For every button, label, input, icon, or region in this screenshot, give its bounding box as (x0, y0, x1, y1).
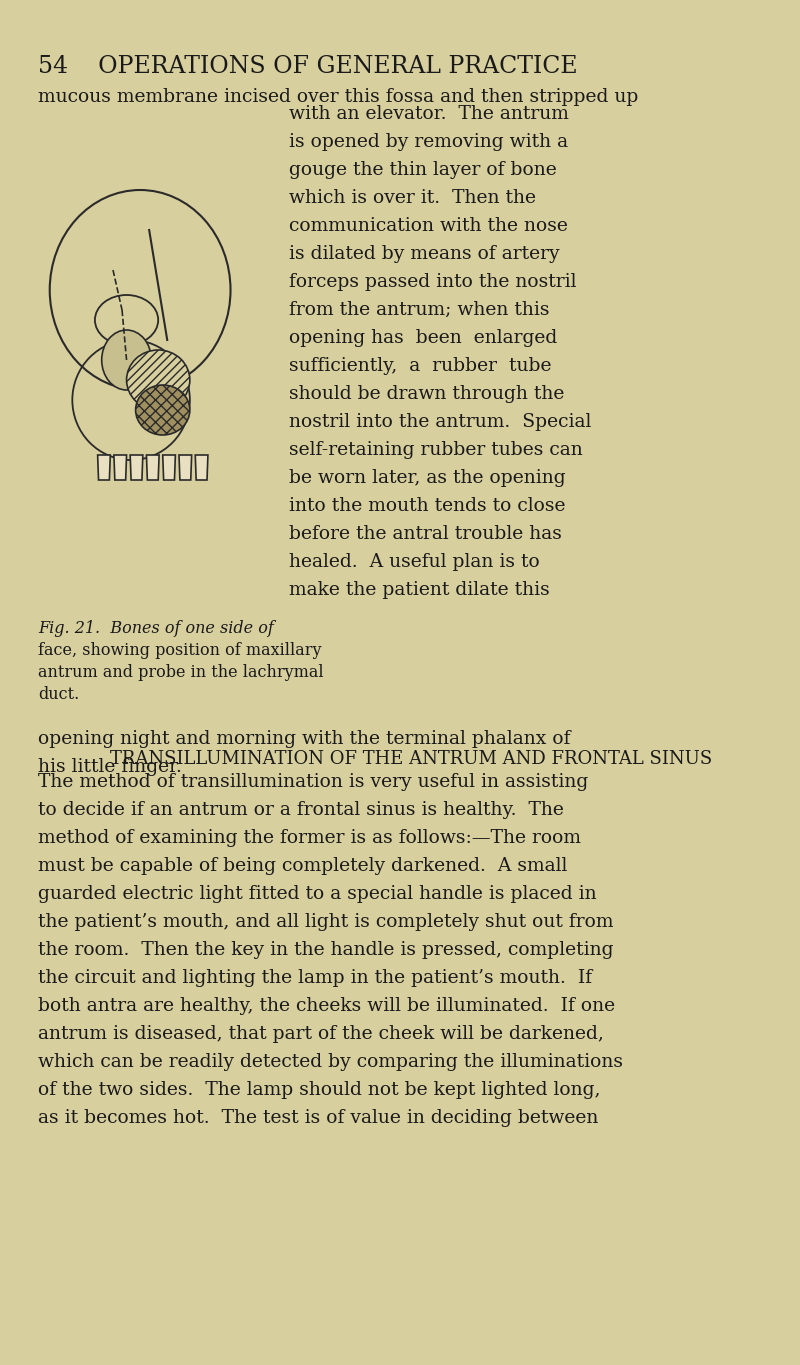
Text: with an elevator.  The antrum: with an elevator. The antrum (290, 105, 569, 123)
Text: the patient’s mouth, and all light is completely shut out from: the patient’s mouth, and all light is co… (38, 913, 614, 931)
Text: which can be readily detected by comparing the illuminations: which can be readily detected by compari… (38, 1052, 623, 1072)
Text: method of examining the former is as follows:—The room: method of examining the former is as fol… (38, 829, 581, 848)
Text: to decide if an antrum or a frontal sinus is healthy.  The: to decide if an antrum or a frontal sinu… (38, 801, 564, 819)
Text: the circuit and lighting the lamp in the patient’s mouth.  If: the circuit and lighting the lamp in the… (38, 969, 592, 987)
Text: face, showing position of maxillary: face, showing position of maxillary (38, 642, 322, 659)
Ellipse shape (126, 349, 190, 410)
Polygon shape (162, 455, 175, 480)
Text: gouge the thin layer of bone: gouge the thin layer of bone (290, 161, 557, 179)
Text: must be capable of being completely darkened.  A small: must be capable of being completely dark… (38, 857, 567, 875)
Text: healed.  A useful plan is to: healed. A useful plan is to (290, 553, 540, 571)
Polygon shape (98, 455, 110, 480)
Text: opening night and morning with the terminal phalanx of: opening night and morning with the termi… (38, 730, 570, 748)
Ellipse shape (102, 330, 151, 390)
Ellipse shape (135, 385, 190, 435)
Text: both antra are healthy, the cheeks will be illuminated.  If one: both antra are healthy, the cheeks will … (38, 996, 615, 1016)
Text: be worn later, as the opening: be worn later, as the opening (290, 470, 566, 487)
Text: should be drawn through the: should be drawn through the (290, 385, 565, 403)
Text: self-retaining rubber tubes can: self-retaining rubber tubes can (290, 441, 583, 459)
Text: The method of transillumination is very useful in assisting: The method of transillumination is very … (38, 773, 588, 790)
Text: make the patient dilate this: make the patient dilate this (290, 581, 550, 599)
Polygon shape (195, 455, 208, 480)
Text: guarded electric light fitted to a special handle is placed in: guarded electric light fitted to a speci… (38, 885, 597, 904)
Text: 54    OPERATIONS OF GENERAL PRACTICE: 54 OPERATIONS OF GENERAL PRACTICE (38, 55, 578, 78)
Text: from the antrum; when this: from the antrum; when this (290, 302, 550, 319)
Text: is dilated by means of artery: is dilated by means of artery (290, 244, 560, 263)
Text: opening has  been  enlarged: opening has been enlarged (290, 329, 558, 347)
Text: before the antral trouble has: before the antral trouble has (290, 526, 562, 543)
Text: sufficiently,  a  rubber  tube: sufficiently, a rubber tube (290, 358, 552, 375)
Text: of the two sides.  The lamp should not be kept lighted long,: of the two sides. The lamp should not be… (38, 1081, 601, 1099)
Text: duct.: duct. (38, 687, 79, 703)
Text: is opened by removing with a: is opened by removing with a (290, 132, 569, 152)
Text: nostril into the antrum.  Special: nostril into the antrum. Special (290, 414, 592, 431)
Polygon shape (130, 455, 143, 480)
Text: the room.  Then the key in the handle is pressed, completing: the room. Then the key in the handle is … (38, 940, 614, 960)
Text: TRANSILLUMINATION OF THE ANTRUM AND FRONTAL SINUS: TRANSILLUMINATION OF THE ANTRUM AND FRON… (110, 749, 713, 768)
Text: as it becomes hot.  The test is of value in deciding between: as it becomes hot. The test is of value … (38, 1108, 598, 1127)
Text: forceps passed into the nostril: forceps passed into the nostril (290, 273, 577, 291)
Text: into the mouth tends to close: into the mouth tends to close (290, 497, 566, 515)
Text: Fig. 21.  Bones of one side of: Fig. 21. Bones of one side of (38, 620, 274, 637)
Polygon shape (179, 455, 192, 480)
Text: which is over it.  Then the: which is over it. Then the (290, 188, 536, 207)
Text: his little finger.: his little finger. (38, 758, 182, 775)
Text: antrum is diseased, that part of the cheek will be darkened,: antrum is diseased, that part of the che… (38, 1025, 604, 1043)
Text: mucous membrane incised over this fossa and then stripped up: mucous membrane incised over this fossa … (38, 87, 638, 106)
Text: antrum and probe in the lachrymal: antrum and probe in the lachrymal (38, 663, 323, 681)
Polygon shape (114, 455, 126, 480)
Polygon shape (146, 455, 159, 480)
Text: communication with the nose: communication with the nose (290, 217, 568, 235)
